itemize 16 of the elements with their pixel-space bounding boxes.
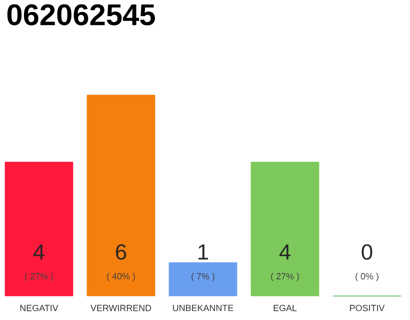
data-label: 1 — [198, 244, 208, 260]
data-label: 6 — [116, 244, 126, 260]
annotation: ( 27% ) — [271, 272, 299, 282]
chart-title: 062062545 — [7, 4, 155, 26]
x-tick-label: POSITIV — [350, 304, 385, 312]
annotation: ( 40% ) — [107, 272, 135, 282]
annotation: ( 7% ) — [192, 272, 214, 282]
x-tick-label: EGAL — [274, 304, 297, 312]
x-tick-label: UNBEKANNTE — [173, 304, 234, 312]
annotation: ( 0% ) — [356, 272, 378, 282]
x-tick-label: VERWIRREND — [90, 304, 152, 312]
data-label: 4 — [279, 244, 290, 260]
data-label: 4 — [33, 244, 44, 260]
annotation: ( 27% ) — [25, 272, 53, 282]
data-label: 0 — [362, 244, 372, 260]
x-tick-label: NEGATIV — [20, 304, 58, 312]
